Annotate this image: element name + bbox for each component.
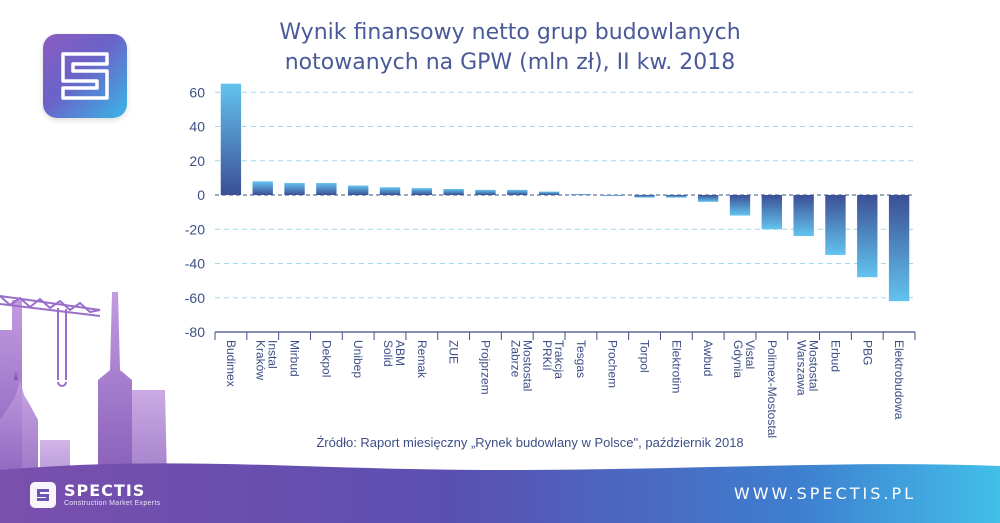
bar-dekpol: [316, 183, 337, 195]
x-tick-label: ZUE: [447, 340, 461, 364]
bars: [220, 83, 910, 302]
x-tick-label: TrakcjaPRKiI: [540, 340, 566, 379]
x-tick-label: PBG: [860, 340, 874, 365]
x-axis: Budimex InstalKraków Mirbud Dekpol Unibep ABM…: [214, 331, 916, 438]
y-tick-label: -40: [185, 256, 205, 272]
bar-elektrotim: [666, 195, 687, 198]
brand-name: SPECTIS: [64, 481, 146, 500]
y-tick-label: 20: [189, 153, 205, 169]
x-tick-label: Projprzem: [478, 340, 492, 395]
bar-unibep: [348, 185, 369, 195]
bar-elektrobudowa: [888, 195, 910, 302]
bar-instal-krak-w: [252, 181, 273, 195]
bar-remak: [411, 188, 432, 195]
spectis-s-icon: [61, 52, 109, 100]
bar-polimex-mostostal: [761, 195, 782, 230]
website-url: WWW.SPECTIS.PL: [733, 484, 916, 503]
x-tick-label: Polimex-Mostostal: [765, 340, 779, 438]
footer-band: [0, 463, 1000, 523]
x-tick-label: Torpol: [638, 340, 652, 373]
y-tick-label: -80: [185, 324, 205, 340]
x-tick-label: MostostalZabrze: [508, 340, 534, 391]
chart-title: Wynik finansowy netto grup budowlanych n…: [230, 18, 790, 78]
bar-mostostal-zabrze: [507, 189, 528, 195]
bar-erbud: [825, 195, 846, 255]
bar-tesgas: [570, 194, 592, 195]
x-tick-label: Tesgas: [574, 340, 588, 378]
bar-projprzem: [475, 189, 496, 195]
chart-title-line-1: Wynik finansowy netto grup budowlanych: [279, 20, 741, 45]
x-tick-label: Elektrotim: [669, 340, 683, 393]
bar-awbud: [698, 195, 719, 202]
y-tick-label: 40: [189, 119, 205, 135]
bar-torpol: [634, 195, 655, 198]
crane-illustration: [0, 295, 101, 387]
bar-trakcja-prkii: [538, 191, 560, 195]
y-tick-label: 60: [189, 84, 205, 100]
x-tick-label: ABMSolid: [381, 340, 407, 367]
x-tick-label: Prochem: [606, 340, 620, 388]
x-tick-label: Unibep: [351, 340, 365, 378]
x-tick-label: VistalGdynia: [731, 340, 757, 378]
x-tick-label: Remak: [415, 340, 429, 379]
bar-pbg: [857, 195, 878, 278]
source-note: Źródło: Raport miesięczny „Rynek budowla…: [316, 435, 744, 450]
y-tick-label: 0: [197, 187, 205, 203]
y-tick-label: -60: [185, 290, 205, 306]
brand-tagline: Construction Market Experts: [64, 500, 161, 507]
x-tick-label: InstalKraków: [254, 340, 280, 380]
bar-zue: [443, 189, 464, 195]
x-tick-label: Elektrobudowa: [892, 340, 906, 420]
bar-prochem: [602, 195, 623, 196]
x-tick-label: MostostalWarszawa: [795, 340, 821, 396]
chart-title-line-2: notowanych na GPW (mln zł), II kw. 2018: [284, 50, 736, 75]
bar-mostostal-warszawa: [793, 195, 814, 237]
x-tick-label: Mirbud: [288, 340, 302, 377]
x-tick-label: Erbud: [828, 340, 842, 372]
x-tick-label: Dekpol: [319, 340, 333, 377]
spectis-logo-tile: [43, 34, 127, 118]
bar-vistal-gdynia: [729, 195, 751, 216]
y-tick-label: -20: [185, 221, 205, 237]
bar-mirbud: [284, 183, 305, 195]
bar-budimex: [220, 83, 242, 195]
x-tick-label: Budimex: [224, 340, 238, 387]
bar-abm-solid: [379, 187, 401, 195]
spectis-small-logo-icon: [30, 482, 56, 508]
y-axis: -80 -60 -40 -20 0 20 40 60: [185, 84, 205, 340]
x-tick-label: Awbud: [701, 340, 715, 376]
